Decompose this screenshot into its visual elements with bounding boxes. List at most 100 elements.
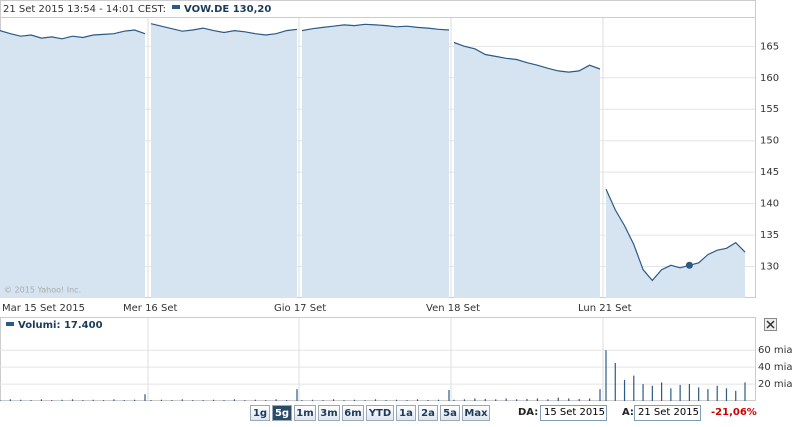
- volume-bar: [463, 399, 466, 401]
- volume-bar: [275, 399, 277, 401]
- volume-bar: [385, 400, 387, 401]
- volume-bar: [223, 400, 225, 401]
- price-line: [453, 41, 601, 73]
- volume-bar: [332, 399, 335, 401]
- volume-bar: [301, 400, 303, 401]
- price-line: [301, 23, 450, 32]
- header-bar: [0, 0, 756, 18]
- volume-bar: [661, 382, 663, 401]
- volume-bar: [688, 384, 690, 401]
- volume-bar: [296, 389, 298, 401]
- y-tick-label: 60 mia: [758, 345, 793, 356]
- range-button[interactable]: 6m: [342, 405, 364, 421]
- price-area: [151, 23, 297, 298]
- volume-bar: [416, 399, 419, 401]
- y-tick-label: 40 mia: [758, 362, 793, 373]
- price-area: [0, 30, 145, 298]
- range-button[interactable]: 1m: [294, 405, 316, 421]
- range-button[interactable]: Max: [462, 405, 490, 421]
- volume-bar: [623, 379, 626, 401]
- volume-bar: [353, 399, 356, 401]
- volume-bar: [547, 399, 549, 401]
- volume-bar: [150, 400, 152, 401]
- price-line: [150, 23, 298, 36]
- price-line: [605, 188, 746, 282]
- volume-swatch: [6, 322, 14, 326]
- y-tick-label: 135: [760, 230, 779, 241]
- volume-bar: [265, 400, 267, 401]
- from-label: DA:: [518, 407, 539, 418]
- legend: VOW.DE 130,20: [184, 4, 271, 15]
- volume-bar: [633, 375, 635, 401]
- volume-bar: [92, 399, 94, 401]
- volume-bar: [707, 389, 709, 401]
- price-area: [606, 189, 745, 298]
- from-input[interactable]: 15 Set 2015: [540, 405, 607, 421]
- range-button[interactable]: 1g: [250, 405, 270, 421]
- volume-bar: [744, 382, 746, 401]
- volume-frame: [0, 317, 756, 401]
- y-tick-label: 150: [760, 136, 779, 147]
- volume-bar: [51, 400, 53, 401]
- y-tick-label: 160: [760, 73, 779, 84]
- volume-bar: [526, 398, 528, 401]
- volume-bar: [599, 389, 601, 401]
- volume-bar: [9, 399, 11, 401]
- volume-bar: [406, 400, 408, 401]
- volume-bar: [679, 384, 681, 401]
- x-tick-label: Mer 16 Set: [123, 303, 177, 314]
- volume-bar: [40, 399, 43, 401]
- price-area: [454, 42, 600, 298]
- range-button[interactable]: 5g: [272, 405, 292, 421]
- volume-bar: [61, 399, 63, 401]
- volume-bar: [233, 399, 236, 401]
- volume-bar: [113, 399, 115, 401]
- range-button[interactable]: YTD: [366, 405, 394, 421]
- volume-bar: [202, 400, 204, 401]
- volume-label: Volumi: 17.400: [18, 320, 103, 331]
- x-tick-label: Lun 21 Set: [578, 303, 632, 314]
- volume-bar: [453, 399, 455, 401]
- volume-bar: [716, 385, 718, 401]
- volume-bar: [515, 399, 518, 401]
- volume-bar: [71, 399, 74, 401]
- to-label: A:: [622, 407, 634, 418]
- x-tick-label: Mar 15 Set 2015: [2, 303, 85, 314]
- volume-bar: [605, 350, 607, 401]
- volume-bar: [670, 388, 672, 401]
- to-input[interactable]: 21 Set 2015: [634, 405, 701, 421]
- volume-bar: [484, 398, 486, 401]
- volume-bar: [254, 399, 256, 401]
- volume-bar: [578, 398, 580, 401]
- price-dot: [685, 261, 693, 269]
- y-tick-label: 20 mia: [758, 379, 793, 390]
- volume-bar: [322, 400, 324, 401]
- volume-bar: [123, 400, 125, 401]
- volume-bar: [20, 399, 22, 401]
- range-button[interactable]: 1a: [396, 405, 416, 421]
- volume-bar: [212, 399, 215, 401]
- volume-bar: [144, 394, 146, 401]
- watermark: © 2015 Yahoo! Inc.: [4, 286, 81, 295]
- range-button[interactable]: 3m: [318, 405, 340, 421]
- volume-bar: [505, 398, 507, 401]
- volume-bar: [171, 400, 173, 401]
- y-tick-label: 130: [760, 262, 779, 273]
- price-line: [0, 29, 146, 40]
- volume-bar: [427, 400, 429, 401]
- x-tick-label: Gio 17 Set: [274, 303, 326, 314]
- price-area: [302, 24, 449, 299]
- range-button[interactable]: 2a: [418, 405, 438, 421]
- y-tick-label: 165: [760, 41, 779, 52]
- volume-bar: [448, 390, 450, 401]
- range-button[interactable]: 5a: [440, 405, 460, 421]
- volume-bar: [311, 399, 314, 401]
- volume-bar: [651, 385, 653, 401]
- y-tick-label: 155: [760, 104, 779, 115]
- volume-bar: [495, 399, 497, 401]
- volume-bar: [374, 399, 377, 401]
- volume-bar: [735, 390, 737, 401]
- range-text: 21 Set 2015 13:54 - 14:01 CEST:: [3, 4, 166, 15]
